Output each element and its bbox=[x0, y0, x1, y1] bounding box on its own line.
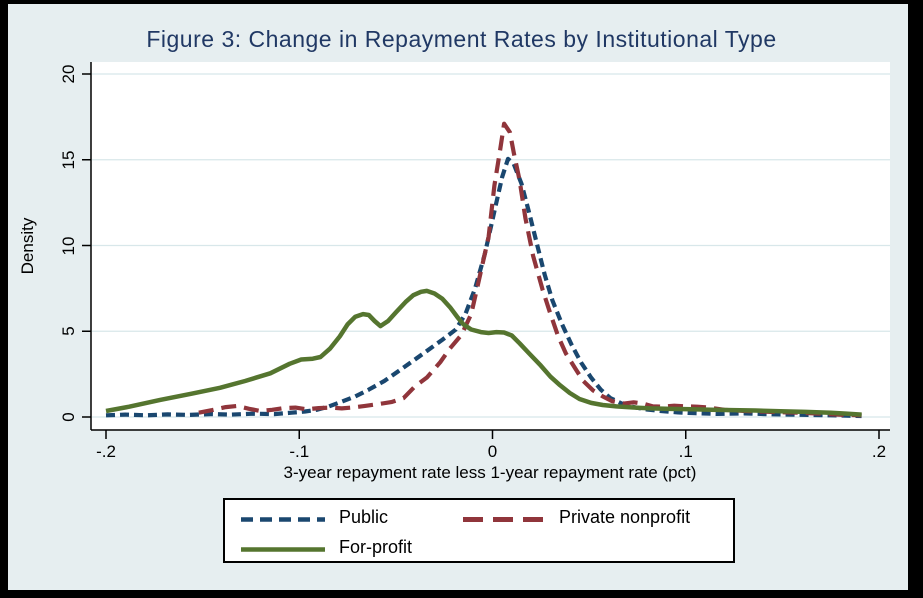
x-axis-title: 3-year repayment rate less 1-year repaym… bbox=[283, 463, 697, 482]
y-axis-title: Density bbox=[18, 217, 37, 275]
density-curves bbox=[105, 121, 862, 419]
x-tick-label: .1 bbox=[678, 442, 693, 461]
axis-ticks bbox=[82, 73, 880, 439]
x-tick-label: -.1 bbox=[289, 442, 310, 461]
y-tick-label: 10 bbox=[59, 236, 78, 255]
y-tick-label: 20 bbox=[59, 64, 78, 84]
legend: Public Private nonprofit For-profit bbox=[223, 498, 735, 563]
x-tick-label: -.2 bbox=[96, 442, 116, 461]
y-tick-label: 0 bbox=[59, 412, 78, 422]
x-tick-label: .2 bbox=[871, 442, 887, 461]
curve-private-nonprofit bbox=[198, 121, 862, 418]
legend-label-private-nonprofit: Private nonprofit bbox=[559, 507, 691, 527]
for-profit-line-icon bbox=[241, 547, 325, 552]
gridlines bbox=[91, 73, 890, 418]
legend-label-for-profit: For-profit bbox=[339, 537, 413, 557]
curve-public bbox=[105, 156, 862, 419]
y-tick-label: 5 bbox=[59, 326, 78, 336]
public-line-icon bbox=[241, 517, 325, 522]
private-nonprofit-line-icon bbox=[463, 517, 547, 522]
y-tick-label: 15 bbox=[59, 150, 78, 170]
curve-for-profit bbox=[105, 288, 862, 417]
legend-label-public: Public bbox=[339, 507, 389, 527]
page-title: Figure 3: Change in Repayment Rates by I… bbox=[146, 26, 777, 52]
x-tick-label: 0 bbox=[487, 442, 498, 461]
